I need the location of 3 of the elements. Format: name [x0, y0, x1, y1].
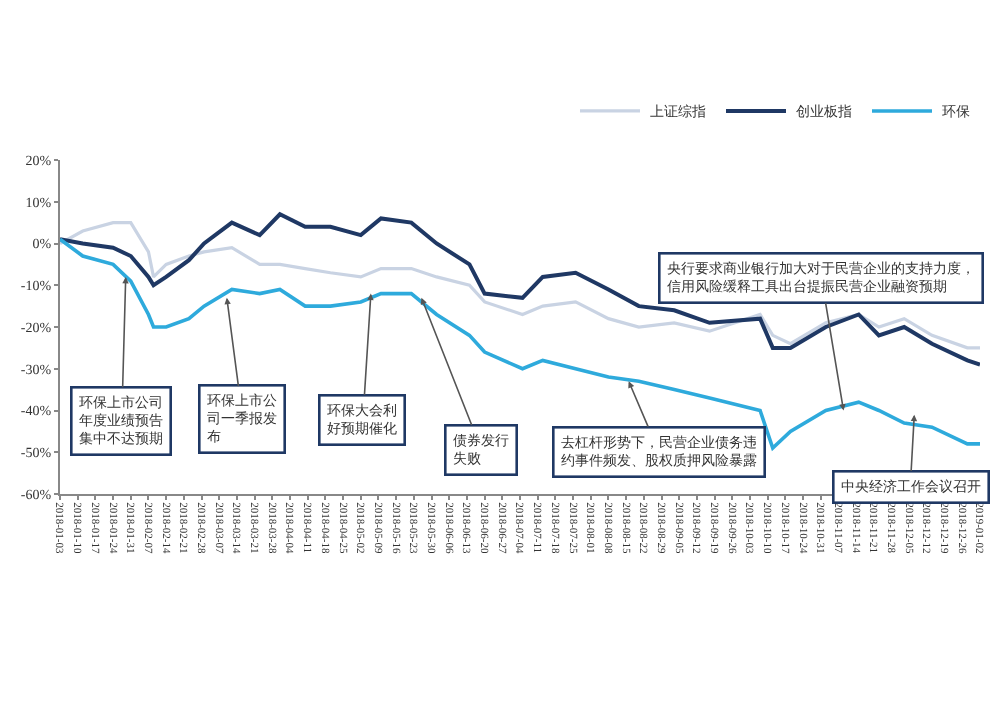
line-series: [60, 237, 980, 450]
line-series: [60, 221, 980, 350]
line-series: [60, 212, 980, 367]
